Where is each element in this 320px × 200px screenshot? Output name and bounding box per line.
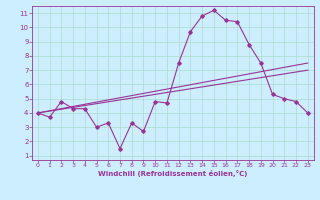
X-axis label: Windchill (Refroidissement éolien,°C): Windchill (Refroidissement éolien,°C) — [98, 170, 247, 177]
